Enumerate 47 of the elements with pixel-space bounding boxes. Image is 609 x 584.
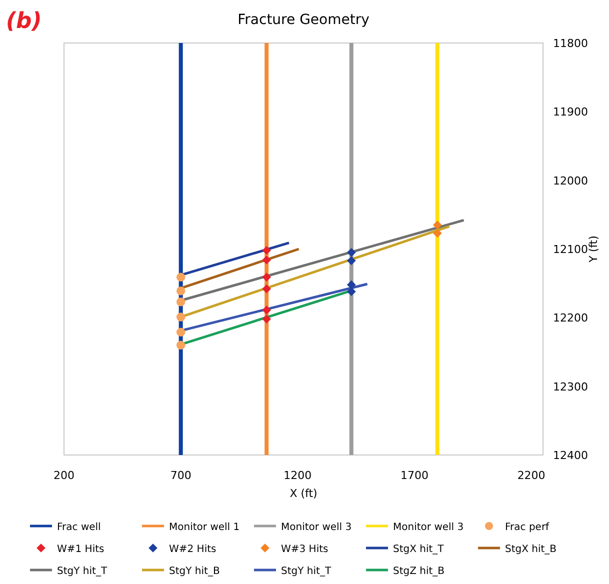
y-tick-label: 12300 [553,380,588,394]
point [432,220,442,230]
text: (b) [6,9,42,34]
legend-label: Monitor well 3 [393,522,464,533]
point [176,298,186,306]
legend-label: StgZ hit_B [393,566,445,577]
y-axis-title: Y (ft) [587,236,600,264]
x-tick-label: 200 [54,469,74,482]
point [262,314,272,324]
x-tick-label: 2200 [517,469,546,482]
point [262,272,272,282]
x-tick-label: 700 [170,469,192,482]
legend-label: Monitor well 1 [169,522,240,533]
legend-label: Frac perf [505,522,550,533]
y-tick-label: 12100 [553,243,588,256]
chart-title: Fracture Geometry [238,12,370,28]
legend-label: W#3 Hits [281,544,328,555]
y-tick-label: 12400 [553,449,588,462]
legend-label: StgY hit_B [169,566,220,577]
y-tick-label: 11900 [553,106,588,119]
x-tick-label: 1200 [284,469,312,482]
point [262,246,272,255]
point [262,256,272,264]
point [346,287,356,296]
legend-label: StgX hit_T [393,544,445,555]
point [346,256,356,266]
point [262,284,272,294]
x-axis-title: X (ft) [290,487,318,500]
point [262,306,272,315]
y-tick-label: 11800 [553,37,588,50]
legend-label: Frac well [57,522,101,533]
legend-label: StgX hit_B [505,544,557,555]
point [346,248,356,257]
y-tick-label: 12200 [553,312,588,325]
legend-label: StgY hit_T [57,566,108,577]
point [176,312,186,322]
point [176,340,186,350]
point [176,272,186,282]
point [176,328,186,336]
legend-label: W#1 Hits [57,544,104,555]
legend-label: StgY hit_T [281,566,332,577]
point [176,286,186,296]
legend-label: W#2 Hits [169,544,216,555]
legend-label: Monitor well 3 [281,522,352,533]
point [432,228,442,238]
y-tick-label: 12000 [553,174,588,188]
x-tick-label: 1700 [400,469,428,482]
